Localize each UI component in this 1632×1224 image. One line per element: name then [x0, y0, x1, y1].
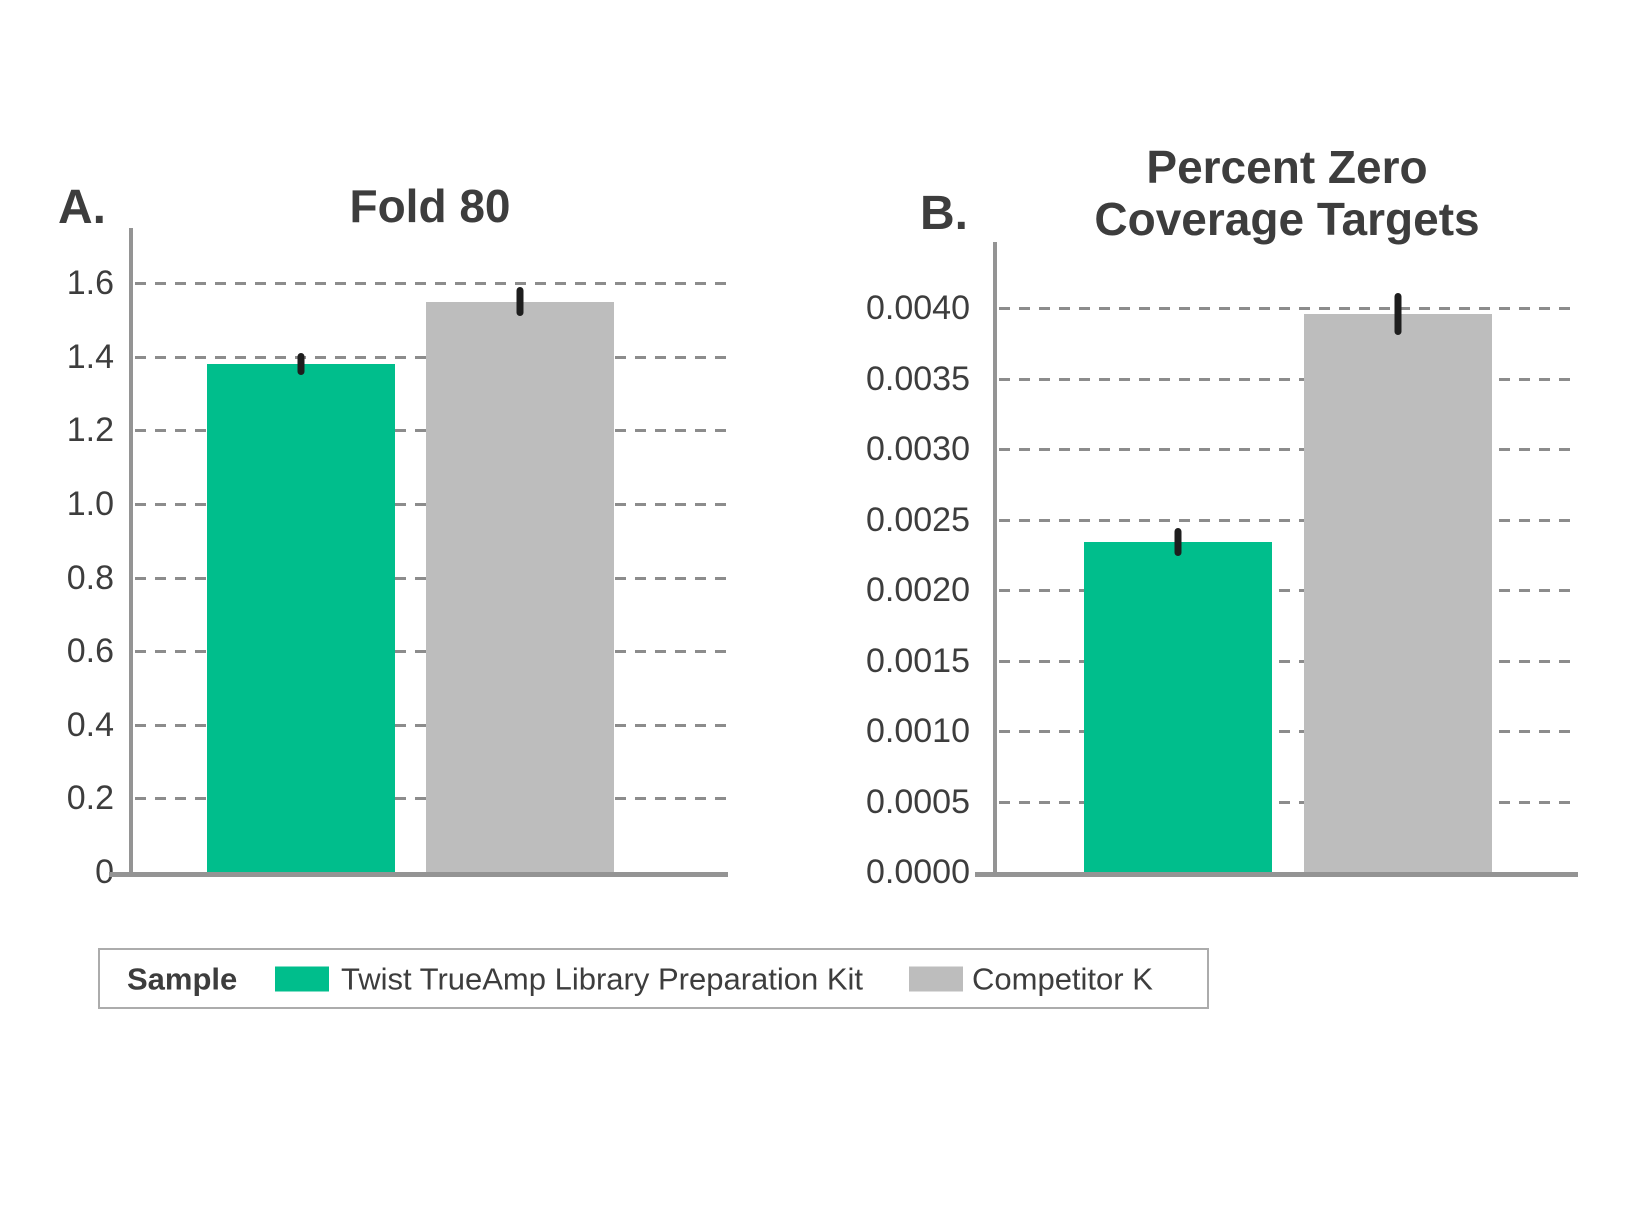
bar-twist-trueamp-library-preparation-kit	[207, 364, 395, 872]
panel-label-a: A.	[58, 181, 106, 234]
chart-b-title-line1: Percent Zero	[1146, 141, 1428, 193]
gridline-y-0.0010	[999, 730, 1578, 734]
gridline-y-0.0025	[999, 518, 1578, 522]
gridline-y-0.0015	[999, 659, 1578, 663]
y-tick-label-0.0000: 0.0000	[866, 853, 970, 891]
y-tick-label-0.0040: 0.0040	[866, 289, 970, 328]
gridline-y-0.0035	[999, 377, 1578, 381]
y-tick-label-0.0015: 0.0015	[866, 641, 970, 680]
error-bar-competitor-k	[1394, 292, 1402, 336]
chart-a-title-text: Fold 80	[349, 180, 511, 232]
y-tick-label-0.6: 0.6	[66, 632, 114, 671]
x-axis-line	[109, 872, 728, 877]
chart-b-plot-area: 0.0000 0.0005 0.0010 0.0015 0.0020 0.0025 0.00…	[866, 242, 1578, 889]
panel-label-b: B.	[920, 187, 968, 240]
legend-title: Sample	[127, 961, 238, 997]
gridline-y-0.0020	[999, 589, 1578, 593]
y-tick-label-0.0035: 0.0035	[866, 359, 970, 398]
legend-label-competitor-k: Competitor K	[972, 961, 1153, 997]
y-axis-line	[993, 242, 997, 872]
y-tick-label-0: 0	[95, 853, 114, 891]
chart-b-title: Percent Zero Coverage Targets	[1094, 141, 1479, 245]
error-bar-competitor-k	[516, 286, 524, 317]
y-tick-label-1.6: 1.6	[66, 264, 114, 303]
legend: Sample Twist TrueAmp Library Preparation…	[98, 948, 1209, 1009]
y-tick-label-0.0010: 0.0010	[866, 712, 970, 751]
bar-competitor-k	[1304, 313, 1492, 872]
y-axis-line	[129, 228, 133, 872]
bar-competitor-k	[426, 301, 614, 872]
y-tick-label-0.0005: 0.0005	[866, 782, 970, 821]
y-tick-label-0.0030: 0.0030	[866, 430, 970, 469]
chart-b-title-line2: Coverage Targets	[1094, 193, 1480, 245]
y-tick-label-1.2: 1.2	[66, 411, 114, 450]
y-tick-label-1.0: 1.0	[66, 485, 114, 523]
gridline-y-1.6	[135, 282, 728, 286]
gridline-y-0.0005	[999, 800, 1578, 804]
chart-a-plot-area: 0 0.2 0.4 0.6 0.8 1.0 1.2 1.4 1.6	[67, 228, 728, 889]
y-tick-label-1.4: 1.4	[66, 337, 114, 376]
error-bar-twist-trueamp-library-preparation-kit	[1174, 528, 1182, 557]
chart-a-title: Fold 80	[349, 180, 510, 232]
legend-swatch-twist-trueamp	[275, 966, 329, 992]
error-bar-twist-trueamp-library-preparation-kit	[297, 353, 305, 376]
gridline-y-0.0030	[999, 448, 1578, 452]
x-axis-line	[975, 872, 1578, 877]
legend-label-twist-trueamp: Twist TrueAmp Library Preparation Kit	[341, 961, 864, 997]
y-tick-label-0.0020: 0.0020	[866, 571, 970, 610]
legend-swatch-competitor-k	[909, 966, 963, 992]
gridline-y-0.0040	[999, 307, 1578, 311]
y-tick-label-0.0025: 0.0025	[866, 500, 970, 539]
bar-twist-trueamp-library-preparation-kit	[1084, 542, 1272, 872]
y-tick-label-0.8: 0.8	[66, 558, 114, 597]
y-tick-label-0.4: 0.4	[66, 705, 114, 744]
y-tick-label-0.2: 0.2	[66, 779, 114, 818]
